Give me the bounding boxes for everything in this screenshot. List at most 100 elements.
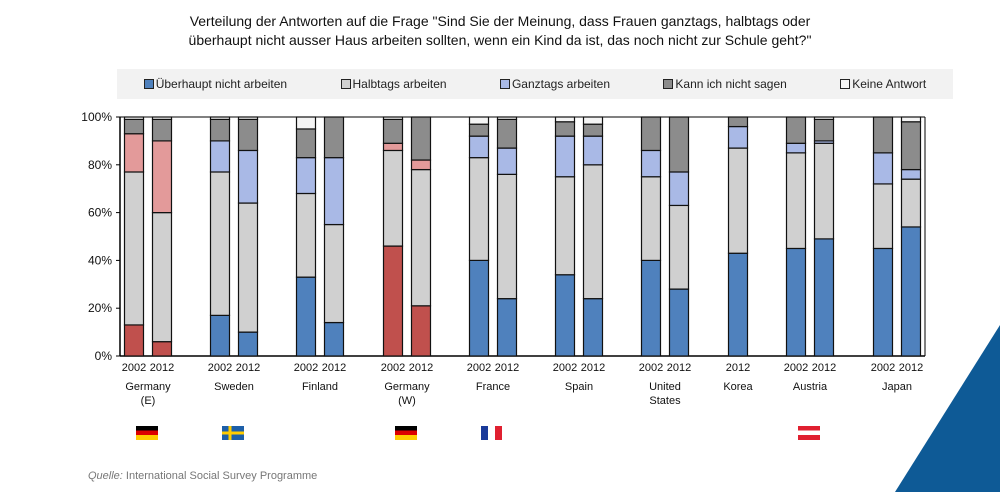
- bar-segment: [151, 140, 173, 214]
- flag-at-icon: [798, 426, 820, 440]
- x-year-label: 2002: [871, 362, 895, 374]
- bar-segment: [382, 116, 404, 120]
- x-year-label: 2012: [322, 362, 346, 374]
- bar-segment: [496, 147, 518, 175]
- bar-segment: [151, 212, 173, 343]
- bar-segment: [813, 116, 835, 120]
- bar-segment: [582, 123, 604, 137]
- bar-segment: [872, 183, 894, 250]
- bar-segment: [151, 116, 173, 120]
- bar-segment: [123, 118, 145, 135]
- flag-de-icon: [136, 426, 158, 440]
- legend-swatch: [840, 79, 851, 89]
- bar-segment: [123, 133, 145, 173]
- flag-se-icon: [222, 426, 244, 440]
- bar-segment: [323, 116, 345, 159]
- x-year-label: 2012: [581, 362, 605, 374]
- bar-segment: [295, 276, 317, 357]
- bar-segment: [900, 178, 922, 228]
- bar-segment: [785, 142, 807, 154]
- x-year-label: 2002: [639, 362, 663, 374]
- source-label: Quelle:: [88, 470, 123, 482]
- bar-segment: [468, 116, 490, 125]
- legend-label: Kann ich nicht sagen: [675, 77, 787, 91]
- bar-segment: [382, 118, 404, 144]
- legend-swatch: [143, 79, 154, 89]
- bar-segment: [295, 116, 317, 130]
- x-year-label: 2002: [553, 362, 577, 374]
- x-year-label: 2002: [294, 362, 318, 374]
- x-group-label: States: [649, 395, 681, 407]
- bar-segment: [640, 259, 662, 357]
- x-year-label: 2012: [812, 362, 836, 374]
- bar-segment: [468, 157, 490, 262]
- bar-segment: [410, 168, 432, 307]
- bar-segment: [123, 116, 145, 120]
- bar-segment: [468, 123, 490, 137]
- bar-segment: [727, 116, 749, 128]
- bar-segment: [295, 128, 317, 159]
- bar-segment: [668, 204, 690, 290]
- bar-segment: [727, 147, 749, 254]
- bar-segment: [872, 247, 894, 357]
- x-year-label: 2002: [467, 362, 491, 374]
- legend-label: Ganztags arbeiten: [511, 77, 611, 91]
- bar-segment: [237, 116, 259, 120]
- bar-segment: [468, 259, 490, 357]
- bar-segment: [668, 171, 690, 207]
- bar-segment: [640, 116, 662, 152]
- y-tick-label: 60%: [88, 206, 112, 220]
- bar-segment: [727, 252, 749, 357]
- bar-segment: [410, 305, 432, 357]
- x-group-label: (W): [398, 395, 416, 407]
- bar-segment: [323, 223, 345, 324]
- bar-segment: [151, 341, 173, 357]
- bar-segment: [813, 118, 835, 142]
- bar-segment: [237, 331, 259, 357]
- x-group-label: Austria: [793, 381, 828, 393]
- x-year-label: 2012: [667, 362, 691, 374]
- legend-swatch: [340, 79, 351, 89]
- x-group-label: Germany: [384, 381, 430, 393]
- x-group-label: Spain: [565, 381, 593, 393]
- bar-segment: [554, 176, 576, 276]
- x-group-label: France: [476, 381, 510, 393]
- legend-swatch: [499, 79, 510, 89]
- bar-segment: [554, 135, 576, 178]
- bar-segment: [496, 298, 518, 357]
- x-group-label: Sweden: [214, 381, 254, 393]
- x-year-label: 2012: [495, 362, 519, 374]
- bar-segment: [237, 118, 259, 152]
- x-year-label: 2012: [150, 362, 174, 374]
- x-year-label: 2002: [208, 362, 232, 374]
- legend-item: Halbtags arbeiten: [340, 77, 447, 91]
- bar-segment: [496, 118, 518, 149]
- bar-segment: [582, 116, 604, 125]
- bar-segment: [123, 171, 145, 326]
- decorative-corner-triangle: [895, 325, 1000, 492]
- bar-segment: [785, 247, 807, 357]
- bar-segment: [582, 164, 604, 300]
- bar-segment: [209, 116, 231, 120]
- bar-segment: [295, 192, 317, 278]
- x-year-label: 2012: [726, 362, 750, 374]
- x-year-label: 2012: [236, 362, 260, 374]
- bar-segment: [209, 140, 231, 173]
- y-tick-label: 20%: [88, 301, 112, 315]
- x-group-label: Finland: [302, 381, 338, 393]
- bar-segment: [323, 157, 345, 226]
- y-tick-label: 0%: [95, 349, 113, 363]
- title-line-1: Verteilung der Antworten auf die Frage "…: [189, 13, 811, 29]
- bar-segment: [900, 168, 922, 180]
- x-year-label: 2002: [381, 362, 405, 374]
- title-line-2: überhaupt nicht ausser Haus arbeiten sol…: [188, 32, 812, 48]
- bar-segment: [640, 176, 662, 262]
- bar-segment: [468, 135, 490, 159]
- bar-segment: [209, 171, 231, 316]
- bar-segment: [785, 116, 807, 144]
- y-tick-label: 80%: [88, 158, 112, 172]
- x-group-label: Germany: [125, 381, 171, 393]
- legend-label: Überhaupt nicht arbeiten: [155, 77, 288, 91]
- bar-segment: [582, 135, 604, 166]
